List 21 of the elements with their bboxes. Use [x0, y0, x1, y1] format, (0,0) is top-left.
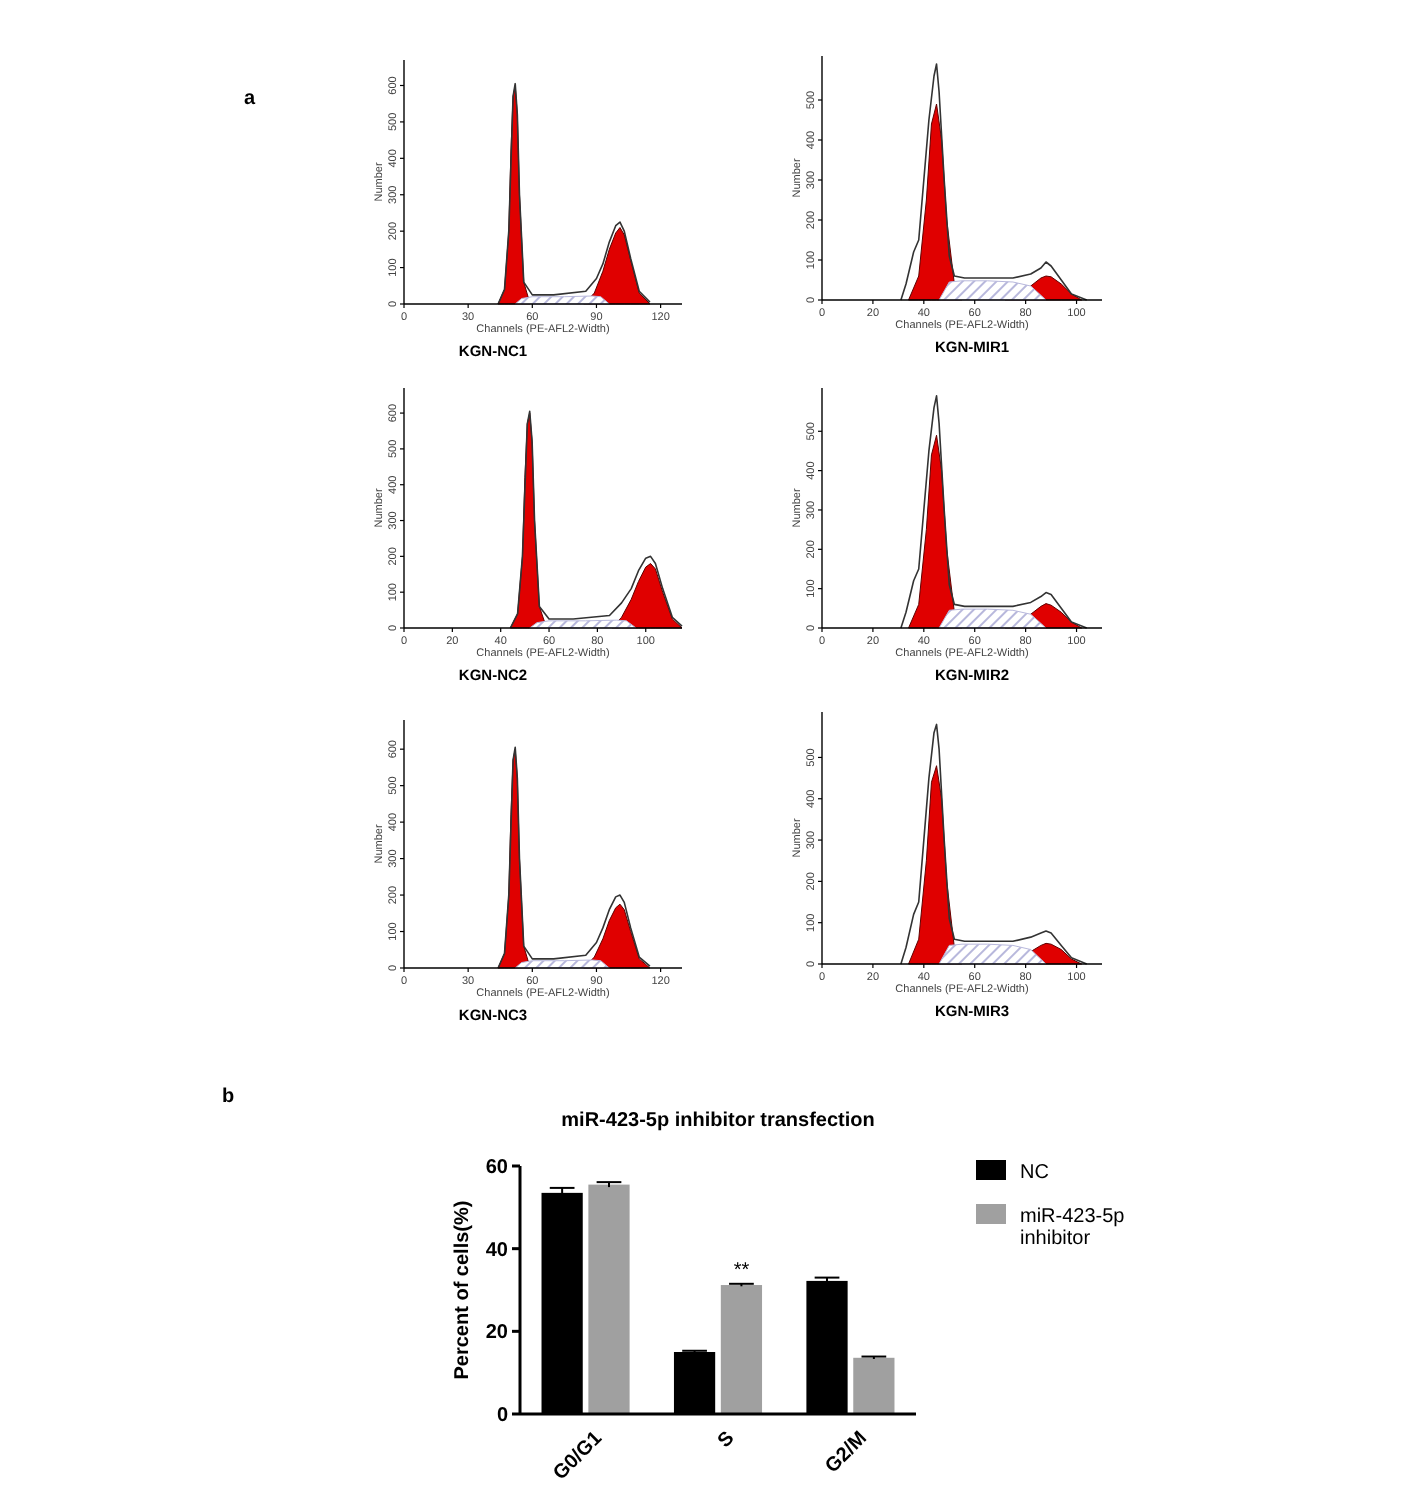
line-series	[497, 746, 651, 969]
text: b	[222, 1086, 235, 1108]
bar	[720, 1285, 763, 1414]
line-series	[900, 395, 1088, 629]
line-series	[900, 63, 1088, 301]
annotation: **	[733, 1259, 750, 1282]
line-series	[900, 723, 1088, 965]
y-tick-label: 40	[485, 1239, 509, 1262]
y-tick-label: 60	[485, 1157, 509, 1179]
legend-label: NC	[1020, 1162, 1049, 1184]
y-tick-label: 20	[485, 1322, 509, 1345]
y-tick-label: 0	[496, 1405, 509, 1427]
text: a	[244, 88, 256, 110]
legend-label: miR-423-5p inhibitor	[1020, 1206, 1126, 1250]
chart-title: miR-423-5p inhibitor transfection	[561, 1110, 875, 1132]
bar	[853, 1357, 895, 1414]
y-axis-title: Percent of cells(%)	[452, 1200, 474, 1380]
bar	[588, 1184, 630, 1414]
x-tick-label: S	[714, 1427, 740, 1453]
line-series	[497, 82, 651, 305]
line-series	[509, 410, 683, 629]
